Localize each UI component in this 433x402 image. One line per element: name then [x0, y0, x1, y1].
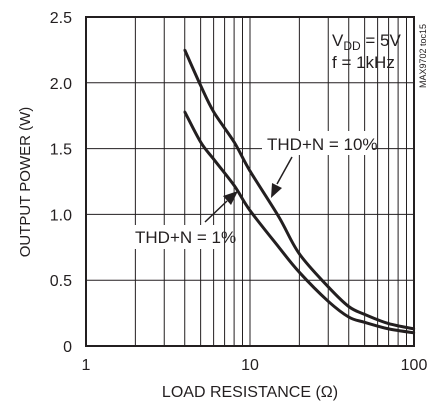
data-point [248, 169, 252, 173]
x-axis-label: LOAD RESISTANCE (Ω) [162, 384, 338, 401]
annotation-thd-10-arrowhead [271, 183, 282, 198]
annotation-thd-10-arrow-line [276, 156, 293, 185]
condition-vdd-prefix: V [332, 31, 344, 50]
condition-vdd-subscript: DD [343, 39, 361, 53]
data-point [199, 140, 202, 144]
annotation-thd-1-label: THD+N = 1% [135, 228, 236, 247]
data-point [298, 271, 301, 274]
series-line-0 [183, 49, 415, 331]
data-point [232, 184, 236, 187]
data-point [347, 315, 350, 319]
data-point [298, 252, 301, 256]
annotation-thd-1: THD+N = 1% [128, 191, 238, 249]
data-point [232, 140, 236, 144]
annotation-thd-1-box [128, 225, 224, 249]
data-point [212, 157, 215, 161]
y-tick-label: 2.0 [50, 76, 72, 93]
data-point [183, 110, 186, 113]
figure-id: MAX9702 toc15 [418, 24, 428, 88]
y-tick-label: 0 [63, 339, 72, 356]
annotation-thd-1-arrow-line [204, 200, 228, 223]
y-tick-label: 2.5 [50, 10, 72, 27]
data-point [199, 84, 202, 87]
x-tick-label: 10 [241, 357, 259, 374]
annotation-thd-10: THD+N = 10% [262, 131, 378, 198]
condition-frequency: f = 1kHz [332, 53, 395, 72]
y-axis-label: OUTPUT POWER (W) [17, 107, 34, 258]
x-tick-label: 100 [401, 357, 428, 374]
plot-frame [85, 16, 415, 347]
data-point [327, 285, 330, 288]
grid-lines [86, 17, 414, 346]
data-point [248, 209, 252, 212]
annotation-thd-10-label: THD+N = 10% [267, 135, 378, 154]
annotation-thd-10-box [262, 131, 372, 155]
data-point [387, 322, 390, 325]
data-point [363, 321, 366, 324]
data-point [363, 313, 366, 316]
y-tick-label: 0.5 [50, 273, 72, 290]
series-line-1 [183, 111, 415, 335]
x-tick-label: 1 [82, 357, 91, 374]
data-point [327, 300, 330, 303]
data-point [212, 110, 215, 113]
data-point [277, 215, 281, 219]
x-tick-labels: 1 10 100 [82, 357, 428, 374]
data-point [387, 327, 390, 331]
annotation-thd-1-arrowhead [223, 191, 238, 205]
condition-vdd: VDD = 5V [332, 31, 402, 53]
data-point [347, 305, 350, 308]
y-tick-labels: 0 0.5 1.0 1.5 2.0 2.5 [50, 10, 72, 356]
y-tick-label: 1.0 [50, 207, 72, 224]
y-tick-label: 1.5 [50, 142, 72, 159]
curves [183, 48, 416, 335]
condition-vdd-value: = 5V [361, 31, 402, 50]
data-point [183, 48, 186, 52]
data-point [277, 246, 281, 249]
